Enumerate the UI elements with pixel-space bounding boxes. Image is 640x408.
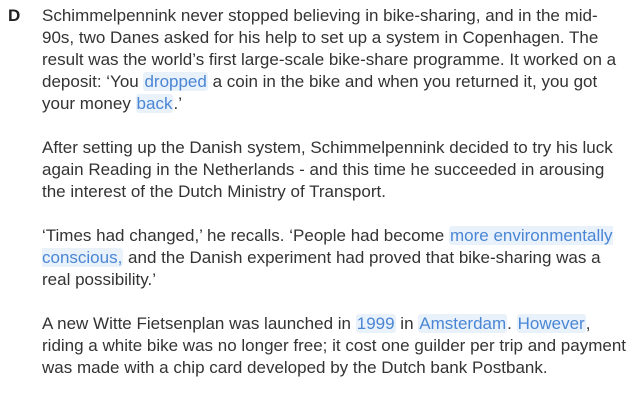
section-letter: D [8, 6, 21, 25]
highlighted-word[interactable]: back [135, 94, 174, 113]
text-segment: , riding a white bike was no longer free… [42, 314, 626, 377]
highlighted-word[interactable]: However [516, 314, 586, 333]
text-segment: . [507, 314, 517, 333]
paragraph-1: Schimmelpennink never stopped believing … [42, 5, 626, 115]
highlighted-word[interactable]: dropped [143, 72, 208, 91]
paragraph-4: A new Witte Fietsenplan was launched in … [42, 313, 626, 379]
text-segment: a coin in the bike and when you returned… [42, 72, 598, 113]
paragraph-2: After setting up the Danish system, Schi… [42, 137, 626, 203]
text-segment: in [395, 314, 419, 333]
text-segment: and the Danish experiment had proved tha… [42, 248, 601, 289]
paragraph-3: ‘Times had changed,’ he recalls. ‘People… [42, 225, 626, 291]
highlighted-word[interactable]: Amsterdam [418, 314, 508, 333]
text-segment: .’ [173, 94, 182, 113]
text-segment: A new Witte Fietsenplan was launched in [42, 314, 356, 333]
text-segment: After setting up the Danish system, Schi… [42, 138, 613, 201]
text-segment: Schimmelpennink never stopped believing … [42, 6, 617, 91]
text-segment: ‘Times had changed,’ he recalls. ‘People… [42, 226, 449, 245]
highlighted-word[interactable]: 1999 [355, 314, 396, 333]
